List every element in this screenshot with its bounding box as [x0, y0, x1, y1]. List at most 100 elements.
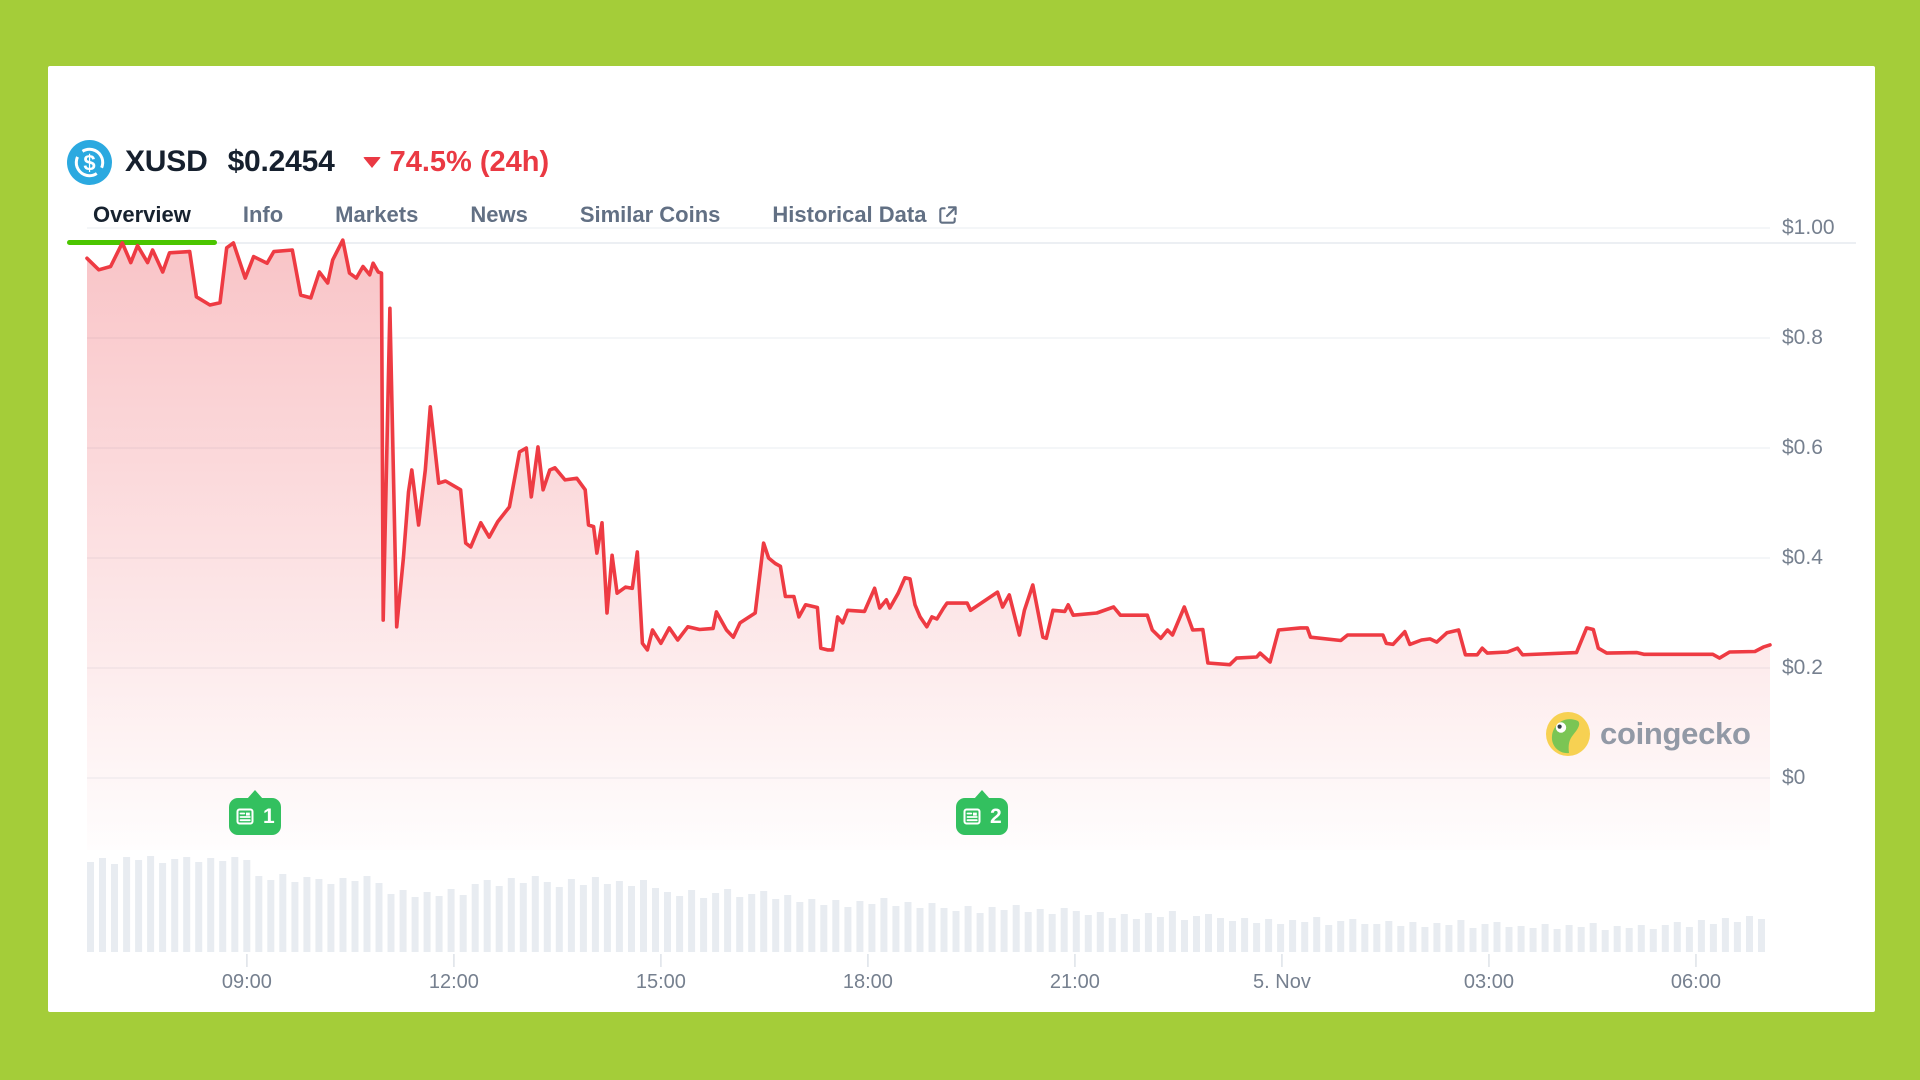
price-area-fill — [87, 240, 1770, 851]
volume-bar — [615, 881, 623, 952]
volume-bar — [1541, 924, 1549, 952]
volume-bar — [1661, 925, 1669, 952]
price-chart: $1.00 $0.8 $0.6 $0.4 $0.2 $0 09:00 12:00 15:00 1… — [48, 66, 1875, 1012]
volume-bar — [1072, 911, 1080, 952]
tab-historical-data[interactable]: Historical Data — [746, 188, 985, 242]
volume-bar — [1337, 921, 1345, 952]
volume-bar — [411, 897, 419, 952]
volume-bar — [988, 907, 996, 952]
volume-bar — [1385, 921, 1393, 952]
annotation-count: 2 — [990, 804, 1002, 828]
news-annotation-badge-2[interactable]: 2 — [956, 790, 1009, 835]
volume-bar — [1325, 925, 1333, 952]
volume-bar — [423, 892, 431, 952]
volume-bar — [603, 884, 611, 952]
volume-bar — [87, 862, 94, 952]
volume-bar — [219, 861, 227, 952]
volume-bar — [1048, 914, 1056, 952]
volume-bar — [700, 898, 708, 952]
news-icon — [963, 808, 981, 825]
volume-bar — [399, 890, 407, 952]
volume-bar — [940, 908, 948, 952]
volume-bar — [952, 911, 960, 952]
volume-bar — [1156, 917, 1164, 952]
volume-bar — [1529, 928, 1537, 952]
volume-bar — [195, 862, 203, 952]
volume-bar — [784, 895, 792, 952]
volume-bar — [507, 878, 515, 952]
volume-bar — [1265, 919, 1273, 952]
volume-bar — [1084, 915, 1092, 952]
volume-bar — [339, 878, 347, 952]
volume-bar — [820, 905, 828, 952]
volume-bar — [1637, 925, 1645, 952]
external-link-icon — [939, 205, 958, 224]
volume-bar — [1517, 926, 1525, 952]
volume-bar — [1625, 928, 1633, 952]
volume-bar — [736, 897, 744, 952]
news-annotation-badge-1[interactable]: 1 — [229, 790, 282, 835]
volume-bar — [471, 884, 479, 952]
tab-overview[interactable]: Overview — [67, 188, 217, 245]
volume-bar — [267, 880, 275, 952]
volume-bar — [1253, 923, 1261, 952]
volume-bar — [868, 904, 876, 952]
tab-markets[interactable]: Markets — [309, 188, 444, 242]
volume-bar — [832, 900, 840, 952]
volume-bar — [375, 883, 383, 952]
volume-bar — [808, 899, 816, 952]
tab-similar-coins[interactable]: Similar Coins — [554, 188, 747, 242]
volume-bar — [1132, 919, 1140, 952]
coin-overview-card: $ XUSD $0.2454 74.5% (24h) Overview Info M… — [48, 66, 1875, 1012]
volume-bar — [447, 889, 455, 952]
volume-bar — [1565, 925, 1573, 952]
volume-bar — [1000, 910, 1008, 952]
x-axis-label: 21:00 — [1049, 971, 1100, 993]
volume-bar — [1397, 926, 1405, 952]
y-axis-label: $0.6 — [1782, 436, 1823, 459]
volume-bar — [1589, 923, 1597, 952]
volume-bar — [1193, 916, 1200, 952]
volume-bar — [1505, 927, 1513, 952]
y-axis-label: $0.8 — [1782, 326, 1823, 349]
volume-bar — [844, 907, 852, 952]
volume-bar — [1108, 918, 1116, 952]
volume-bar — [676, 896, 684, 952]
news-icon — [236, 808, 254, 825]
volume-bar — [1481, 924, 1489, 952]
volume-bar — [363, 876, 371, 952]
volume-bar — [1721, 918, 1729, 952]
tab-label: News — [470, 202, 528, 227]
volume-bar — [1758, 919, 1765, 952]
volume-bar — [1024, 912, 1032, 952]
volume-bar — [1301, 922, 1309, 952]
volume-bar — [1205, 914, 1212, 952]
volume-bar — [1577, 927, 1585, 952]
volume-bar — [688, 890, 696, 952]
volume-bar — [1373, 924, 1381, 952]
coingecko-logo-icon — [1546, 712, 1590, 756]
volume-bar — [1685, 927, 1693, 952]
usd-coin-icon: $ — [67, 139, 112, 185]
price-chart-canvas[interactable] — [87, 216, 1770, 856]
tab-label: Info — [242, 202, 284, 227]
volume-bar — [748, 894, 756, 952]
volume-bar — [315, 879, 323, 952]
volume-bar — [159, 863, 167, 952]
volume-bar — [880, 898, 888, 952]
volume-bar — [1493, 922, 1501, 952]
volume-bar — [459, 895, 467, 952]
volume-bar — [796, 902, 804, 952]
volume-bar — [904, 902, 912, 952]
volume-bar — [1144, 913, 1152, 952]
tab-info[interactable]: Info — [217, 188, 309, 242]
tab-news[interactable]: News — [444, 188, 553, 242]
volume-bar — [147, 856, 155, 952]
volume-bar — [664, 892, 671, 952]
coin-tabs: Overview Info Markets News Similar Coins Hist… — [67, 188, 1856, 245]
volume-bar — [1697, 920, 1705, 952]
volume-bar — [1746, 916, 1753, 952]
y-axis-label: $0.4 — [1782, 546, 1823, 569]
x-axis-label: 09:00 — [221, 971, 272, 993]
